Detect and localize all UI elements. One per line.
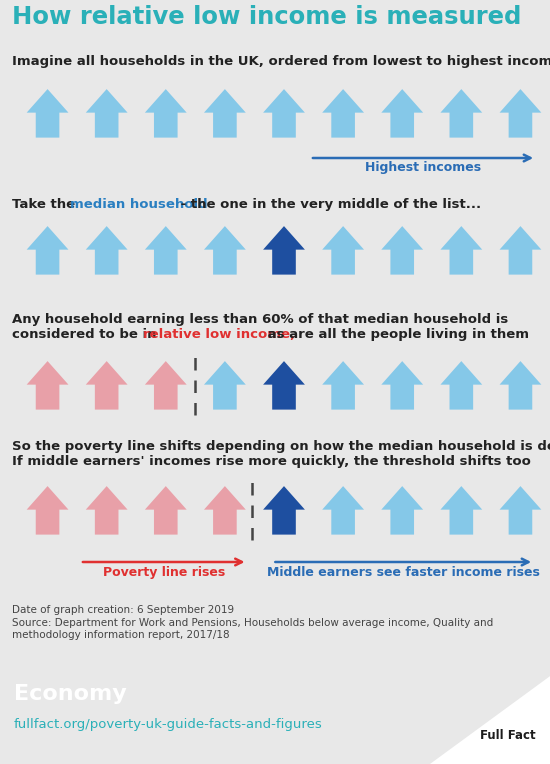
Polygon shape: [24, 484, 72, 536]
Polygon shape: [319, 224, 367, 276]
Polygon shape: [437, 224, 485, 276]
Text: How relative low income is measured: How relative low income is measured: [12, 5, 521, 29]
Polygon shape: [378, 87, 426, 139]
Polygon shape: [430, 676, 550, 764]
Polygon shape: [24, 87, 72, 139]
Polygon shape: [82, 359, 131, 411]
Text: as are all the people living in them: as are all the people living in them: [263, 328, 529, 341]
Polygon shape: [82, 87, 131, 139]
Polygon shape: [260, 359, 308, 411]
Text: Source: Department for Work and Pensions, Households below average income, Quali: Source: Department for Work and Pensions…: [12, 618, 493, 628]
Text: fullfact.org/poverty-uk-guide-facts-and-figures: fullfact.org/poverty-uk-guide-facts-and-…: [14, 718, 323, 731]
Polygon shape: [201, 359, 249, 411]
Text: Middle earners see faster income rises: Middle earners see faster income rises: [267, 566, 540, 579]
Text: Poverty line rises: Poverty line rises: [103, 566, 225, 579]
Polygon shape: [378, 359, 426, 411]
Polygon shape: [378, 224, 426, 276]
Polygon shape: [437, 87, 485, 139]
Polygon shape: [497, 224, 544, 276]
Polygon shape: [260, 87, 308, 139]
Polygon shape: [437, 484, 485, 536]
Polygon shape: [142, 87, 190, 139]
Polygon shape: [142, 484, 190, 536]
Polygon shape: [201, 87, 249, 139]
Polygon shape: [497, 359, 544, 411]
Polygon shape: [497, 484, 544, 536]
Text: If middle earners' incomes rise more quickly, the threshold shifts too: If middle earners' incomes rise more qui…: [12, 455, 531, 468]
Text: Highest incomes: Highest incomes: [365, 161, 481, 174]
Text: Full Fact: Full Fact: [480, 730, 536, 743]
Polygon shape: [142, 359, 190, 411]
Polygon shape: [201, 484, 249, 536]
Polygon shape: [319, 87, 367, 139]
Text: methodology information report, 2017/18: methodology information report, 2017/18: [12, 630, 230, 640]
Text: - the one in the very middle of the list...: - the one in the very middle of the list…: [176, 198, 481, 211]
Polygon shape: [437, 359, 485, 411]
Polygon shape: [319, 484, 367, 536]
Polygon shape: [142, 224, 190, 276]
Text: Economy: Economy: [14, 684, 127, 704]
Polygon shape: [82, 484, 131, 536]
Polygon shape: [378, 484, 426, 536]
Text: Take the: Take the: [12, 198, 80, 211]
Text: considered to be in: considered to be in: [12, 328, 161, 341]
Polygon shape: [260, 224, 308, 276]
Polygon shape: [260, 484, 308, 536]
Polygon shape: [319, 359, 367, 411]
Text: So the poverty line shifts depending on how the median household is doing.: So the poverty line shifts depending on …: [12, 440, 550, 453]
Polygon shape: [201, 224, 249, 276]
Polygon shape: [24, 224, 72, 276]
Text: median household: median household: [70, 198, 208, 211]
Text: Imagine all households in the UK, ordered from lowest to highest income...: Imagine all households in the UK, ordere…: [12, 55, 550, 68]
Text: Date of graph creation: 6 September 2019: Date of graph creation: 6 September 2019: [12, 605, 234, 615]
Text: Any household earning less than 60% of that median household is: Any household earning less than 60% of t…: [12, 313, 508, 326]
Polygon shape: [497, 87, 544, 139]
Polygon shape: [82, 224, 131, 276]
Polygon shape: [24, 359, 72, 411]
Text: relative low income,: relative low income,: [143, 328, 295, 341]
